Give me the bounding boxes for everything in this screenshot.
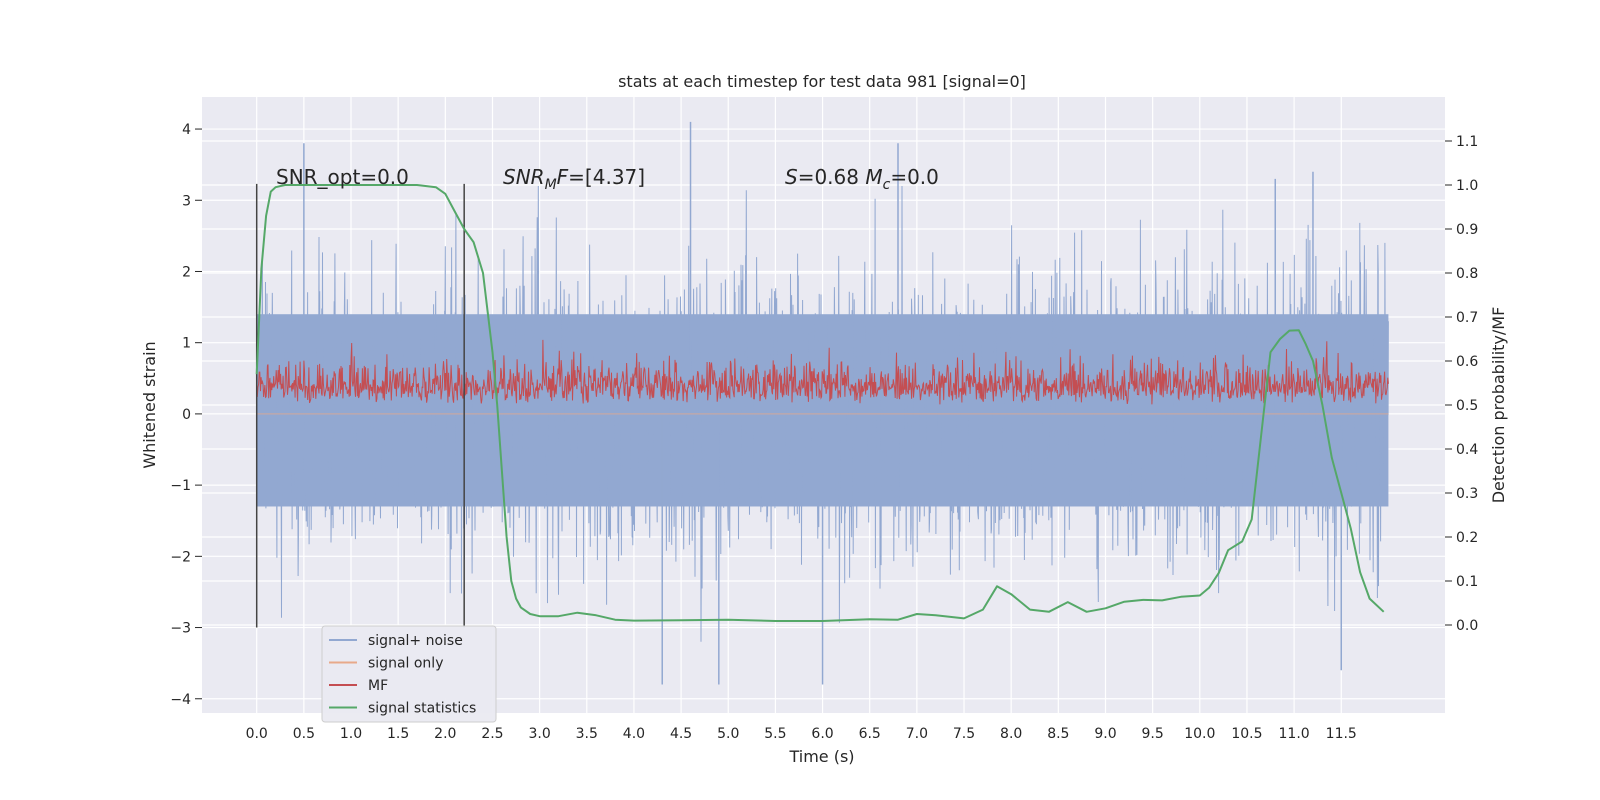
mf-line [256,339,1389,405]
y2-tick-label: 0.6 [1456,354,1478,370]
y2-tick-label: 0.8 [1456,266,1478,282]
x-tick-label: 7.0 [906,726,928,742]
x-tick-label: 11.5 [1326,726,1357,742]
x-tick-label: 10.5 [1231,726,1262,742]
x-tick-label: 9.0 [1094,726,1116,742]
annotation-snr-mf: SNRMF=[4.37] [503,165,645,193]
x-tick-label: 5.0 [717,726,739,742]
chart-title: stats at each timestep for test data 981… [618,72,1026,91]
x-tick-label: 8.5 [1047,726,1069,742]
plot-marks [255,121,1389,685]
y-tick-label: 2 [182,264,191,280]
axes: 0.0 0.5 1.0 1.5 2.0 2.5 3.0 3.5 4.0 4.5 5.0 5.5 6.0 6… [170,122,1478,742]
y2-tick-label: 0.9 [1456,222,1478,238]
y2-tick-label: 0.2 [1456,530,1478,546]
y-tick-label: 0 [182,407,191,423]
legend-box [321,625,497,723]
y-tick-label: −2 [170,549,191,565]
signal-statistics-line [255,184,1385,622]
signal-noise-line [256,185,1389,642]
x-tick-label: 2.5 [481,726,503,742]
y2-tick-label: 1.1 [1456,134,1478,150]
y-tick-label: 4 [182,122,191,138]
x-tick-label: 1.5 [387,726,409,742]
annotation-snr-opt: SNR_opt=0.0 [276,165,409,189]
y2-tick-label: 0.7 [1456,310,1478,326]
y-axis-label: Whitened strain [140,341,159,468]
legend-label: MF [368,678,388,694]
x-tick-label: 9.5 [1142,726,1164,742]
x-tick-label: 1.0 [340,726,362,742]
y2-tick-label: 0.5 [1456,398,1478,414]
legend: signal+ noise signal only MF signal statist… [321,625,497,723]
y2-tick-label: 0.4 [1456,442,1478,458]
y2-axis-label: Detection probability/MF [1489,307,1508,504]
x-tick-label: 10.0 [1184,726,1215,742]
x-tick-label: 0.5 [293,726,315,742]
x-tick-label: 8.0 [1000,726,1022,742]
y2-tick-label: 0.3 [1456,486,1478,502]
y2-tick-label: 0.1 [1456,574,1478,590]
x-axis-label: Time (s) [788,747,854,766]
x-tick-label: 3.0 [528,726,550,742]
x-tick-label: 6.5 [859,726,881,742]
y-tick-label: 1 [182,336,191,352]
x-tick-label: 5.5 [764,726,786,742]
annotation-s-mc: S=0.68 Mc=0.0 [785,165,939,193]
x-tick-label: 3.5 [576,726,598,742]
x-tick-label: 7.5 [953,726,975,742]
y2-tick-label: 1.0 [1456,178,1478,194]
x-tick-label: 2.0 [434,726,456,742]
legend-label: signal+ noise [368,633,463,649]
x-tick-label: 4.5 [670,726,692,742]
x-tick-label: 11.0 [1279,726,1310,742]
x-tick-label: 4.0 [623,726,645,742]
legend-label: signal statistics [368,701,476,717]
y-tick-label: −1 [170,478,191,494]
x-tick-label: 0.0 [246,726,268,742]
y-tick-label: −3 [170,621,191,637]
y-tick-label: 3 [182,193,191,209]
y-tick-label: −4 [170,692,191,708]
y2-tick-label: 0.0 [1456,618,1478,634]
legend-label: signal only [368,656,443,672]
x-tick-label: 6.0 [811,726,833,742]
